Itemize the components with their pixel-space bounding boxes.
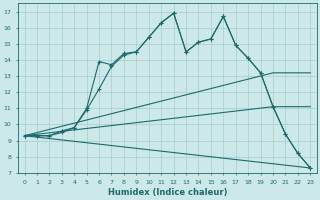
X-axis label: Humidex (Indice chaleur): Humidex (Indice chaleur): [108, 188, 227, 197]
